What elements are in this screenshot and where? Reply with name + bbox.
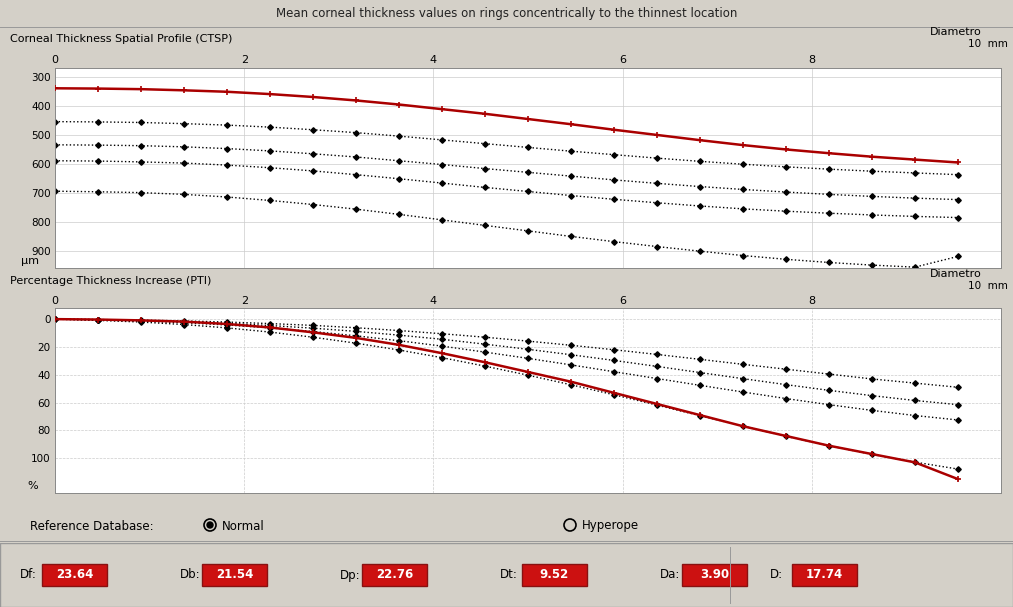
Text: 0: 0: [52, 296, 59, 306]
Text: 17.74: 17.74: [806, 569, 843, 582]
Text: %: %: [28, 481, 38, 491]
Text: Db:: Db:: [180, 569, 201, 582]
Text: 23.64: 23.64: [56, 569, 93, 582]
Text: 6: 6: [619, 296, 626, 306]
Text: 2: 2: [241, 296, 248, 306]
Text: 8: 8: [808, 55, 815, 65]
FancyBboxPatch shape: [362, 564, 427, 586]
FancyBboxPatch shape: [792, 564, 857, 586]
Text: 10  mm: 10 mm: [968, 39, 1008, 49]
Text: Diametro: Diametro: [930, 269, 982, 279]
Text: Dp:: Dp:: [340, 569, 361, 582]
Text: 10  mm: 10 mm: [968, 281, 1008, 291]
Text: Diametro: Diametro: [930, 27, 982, 37]
Text: Mean corneal thickness values on rings concentrically to the thinnest location: Mean corneal thickness values on rings c…: [276, 7, 737, 21]
Text: Corneal Thickness Spatial Profile (CTSP): Corneal Thickness Spatial Profile (CTSP): [10, 34, 233, 44]
Text: Normal: Normal: [222, 520, 264, 532]
FancyBboxPatch shape: [682, 564, 747, 586]
Text: 4: 4: [430, 296, 437, 306]
FancyBboxPatch shape: [522, 564, 587, 586]
Text: 3.90: 3.90: [700, 569, 729, 582]
Text: 0: 0: [52, 55, 59, 65]
Text: 6: 6: [619, 55, 626, 65]
Text: 9.52: 9.52: [540, 569, 569, 582]
Circle shape: [207, 522, 213, 528]
Text: Percentage Thickness Increase (PTI): Percentage Thickness Increase (PTI): [10, 276, 212, 286]
Text: 2: 2: [241, 55, 248, 65]
Text: μm: μm: [20, 256, 38, 266]
Text: D:: D:: [770, 569, 783, 582]
FancyBboxPatch shape: [202, 564, 267, 586]
FancyBboxPatch shape: [42, 564, 107, 586]
Text: Hyperope: Hyperope: [582, 520, 639, 532]
Text: 22.76: 22.76: [376, 569, 413, 582]
Text: 21.54: 21.54: [216, 569, 253, 582]
Text: 8: 8: [808, 296, 815, 306]
Text: 4: 4: [430, 55, 437, 65]
Text: Reference Database:: Reference Database:: [30, 520, 154, 532]
Text: Df:: Df:: [20, 569, 36, 582]
Text: Da:: Da:: [660, 569, 681, 582]
Text: Dt:: Dt:: [500, 569, 518, 582]
